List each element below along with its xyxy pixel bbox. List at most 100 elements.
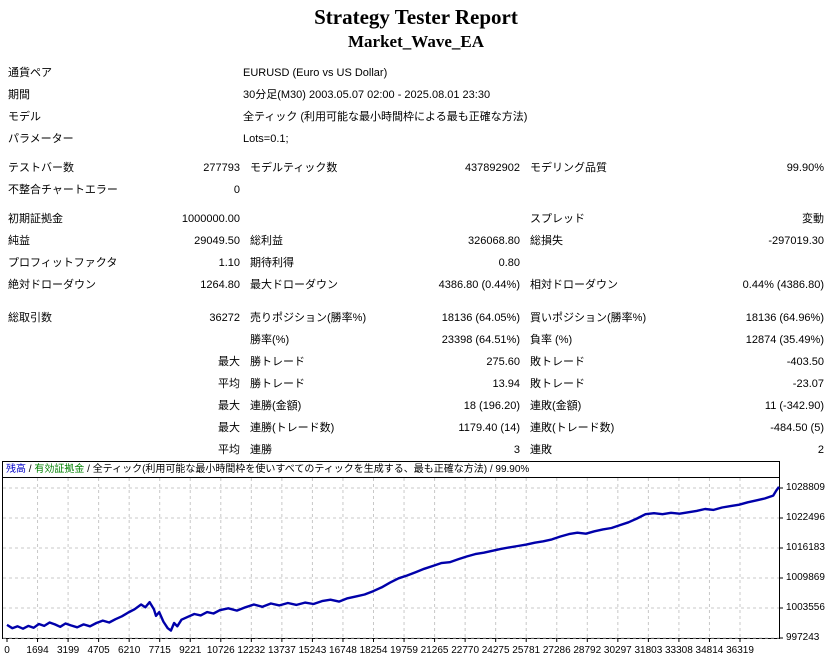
- stat-value-2: 18 (196.20): [463, 400, 520, 412]
- stats-row: 最大 連勝(トレード数) 1179.40 (14) 連敗(トレード数) -484.50 …: [8, 417, 832, 439]
- stat-value-2: 1179.40 (14): [458, 422, 520, 434]
- stats-row: 平均 連勝 3 連敗 2: [8, 439, 832, 461]
- stat-label-3: 負率 (%): [530, 334, 573, 346]
- stat-value-3: -403.50: [786, 356, 824, 368]
- stat-label-1: 不整合チャートエラー: [8, 184, 118, 196]
- stat-label-3: 相対ドローダウン: [530, 279, 618, 291]
- x-axis-tick-label: 24275: [481, 645, 510, 656]
- x-axis-tick-label: 6210: [118, 645, 141, 656]
- stats-row: 不整合チャートエラー 0: [8, 179, 832, 201]
- stats-row: 最大 連勝(金額) 18 (196.20) 連敗(金額) 11 (-342.90): [8, 395, 832, 417]
- stat-label-1: [8, 351, 153, 373]
- stat-value-1: 最大: [218, 356, 240, 368]
- info-table: 通貨ペア EURUSD (Euro vs US Dollar) 期間 30分足(M30…: [8, 62, 832, 150]
- x-axis-tick-label: 4705: [87, 645, 110, 656]
- stat-value-1: 277793: [203, 162, 240, 174]
- x-axis-tick-label: 25781: [512, 645, 541, 656]
- x-axis-tick-label: 10726: [206, 645, 235, 656]
- stat-spacer: [240, 252, 250, 274]
- section-gap: [8, 150, 832, 157]
- stats-row: プロフィットファクタ 1.10 期待利得 0.80: [8, 252, 832, 274]
- stat-label-3: 連敗(金額): [530, 400, 582, 412]
- stat-label-1: [8, 373, 153, 395]
- stat-value-1: [153, 329, 240, 351]
- stats-table: テストバー数 277793 モデルティック数 437892902 モデリング品質 99.9…: [8, 150, 832, 461]
- stat-label-1: [8, 439, 153, 461]
- x-axis-tick-label: 3199: [56, 645, 80, 656]
- stat-spacer: [240, 274, 250, 296]
- stat-spacer: [240, 395, 250, 417]
- stats-row: 総取引数 36272 売りポジション(勝率%) 18136 (64.05%) 買いポジシ…: [8, 307, 832, 329]
- stat-label-3: 買いポジション(勝率%): [530, 312, 647, 324]
- x-axis-tick-label: 15243: [298, 645, 327, 656]
- legend-balance-label: 残高: [6, 464, 26, 475]
- legend-equity-label: 有効証拠金: [34, 464, 85, 475]
- stat-spacer: [520, 208, 530, 230]
- y-axis-tick-label: 1009869: [786, 572, 825, 583]
- stat-value-1: 1000000.00: [181, 213, 240, 225]
- stat-label-3: [530, 252, 700, 274]
- x-axis-tick-label: 30297: [603, 645, 632, 656]
- stat-spacer: [520, 373, 530, 395]
- info-label: モデル: [8, 111, 41, 123]
- stat-spacer: [520, 351, 530, 373]
- stat-value-2: 0.80: [498, 257, 520, 269]
- stat-value-2: 13.94: [492, 378, 520, 390]
- stat-value-3: [700, 252, 824, 274]
- stat-label-3: 連敗(トレード数): [530, 422, 615, 434]
- y-axis-tick-label: 997243: [786, 632, 820, 643]
- stat-label-1: [8, 329, 153, 351]
- stats-row: 最大 勝トレード 275.60 敗トレード -403.50: [8, 351, 832, 373]
- x-axis-tick-label: 16748: [329, 645, 357, 656]
- stats-row: 絶対ドローダウン 1264.80 最大ドローダウン 4386.80 (0.44%) 相対…: [8, 274, 832, 296]
- stat-label-3: 敗トレード: [530, 356, 585, 368]
- stat-value-1: 36272: [209, 312, 240, 324]
- stat-label-1: 純益: [8, 235, 30, 247]
- info-value: 全ティック (利用可能な最小時間枠による最も正確な方法): [243, 111, 528, 123]
- stat-spacer: [520, 395, 530, 417]
- stat-value-1: 最大: [218, 400, 240, 412]
- stat-label-2: 連勝: [250, 444, 272, 456]
- stat-label-1: 初期証拠金: [8, 213, 63, 225]
- x-axis-tick-label: 0: [4, 645, 10, 656]
- stat-spacer: [240, 208, 250, 230]
- section-gap: [8, 201, 832, 208]
- stat-spacer: [240, 230, 250, 252]
- x-axis-tick-label: 19759: [390, 645, 418, 656]
- stat-label-3: 敗トレード: [530, 378, 585, 390]
- stat-spacer: [520, 439, 530, 461]
- info-row: 通貨ペア EURUSD (Euro vs US Dollar): [8, 62, 832, 84]
- stat-spacer: [240, 329, 250, 351]
- info-row: 期間 30分足(M30) 2003.05.07 02:00 - 2025.08.0…: [8, 84, 832, 106]
- stat-label-2: 総利益: [250, 235, 283, 247]
- stat-value-2: 23398 (64.51%): [441, 334, 520, 346]
- stat-spacer: [240, 179, 250, 201]
- stat-value-2: [400, 179, 520, 201]
- stat-value-3: -297019.30: [768, 235, 824, 247]
- stat-label-1: テストバー数: [8, 162, 74, 174]
- equity-curve-plot: [3, 478, 783, 642]
- chart-legend: 残高 / 有効証拠金 / 全ティック(利用可能な最小時間枠を使いすべてのティック…: [3, 462, 779, 478]
- stat-label-1: [8, 417, 153, 439]
- info-value: EURUSD (Euro vs US Dollar): [243, 67, 388, 79]
- stat-value-2: 3: [513, 444, 520, 456]
- x-axis-tick-label: 21265: [420, 645, 449, 656]
- info-label: パラメーター: [8, 133, 74, 145]
- stat-value-3: 18136 (64.96%): [745, 312, 824, 324]
- info-row: モデル 全ティック (利用可能な最小時間枠による最も正確な方法): [8, 106, 832, 128]
- stat-spacer: [240, 157, 250, 179]
- stat-value-2: 18136 (64.05%): [441, 312, 520, 324]
- x-axis-tick-label: 22770: [451, 645, 480, 656]
- legend-quality-label: 99.90%: [495, 464, 530, 475]
- stat-value-1: 平均: [218, 444, 240, 456]
- x-axis-tick-label: 18254: [359, 645, 388, 656]
- balance-line: [6, 486, 780, 632]
- stat-label-3: スプレッド: [530, 213, 585, 225]
- y-axis-tick-label: 1016183: [786, 542, 825, 553]
- info-row: パラメーター Lots=0.1;: [8, 128, 832, 150]
- balance-chart-area: 残高 / 有効証拠金 / 全ティック(利用可能な最小時間枠を使いすべてのティック…: [0, 461, 832, 661]
- stat-spacer: [520, 274, 530, 296]
- stat-value-1: 0: [233, 184, 240, 196]
- legend-separator: /: [487, 464, 496, 475]
- ea-name: Market_Wave_EA: [348, 32, 484, 51]
